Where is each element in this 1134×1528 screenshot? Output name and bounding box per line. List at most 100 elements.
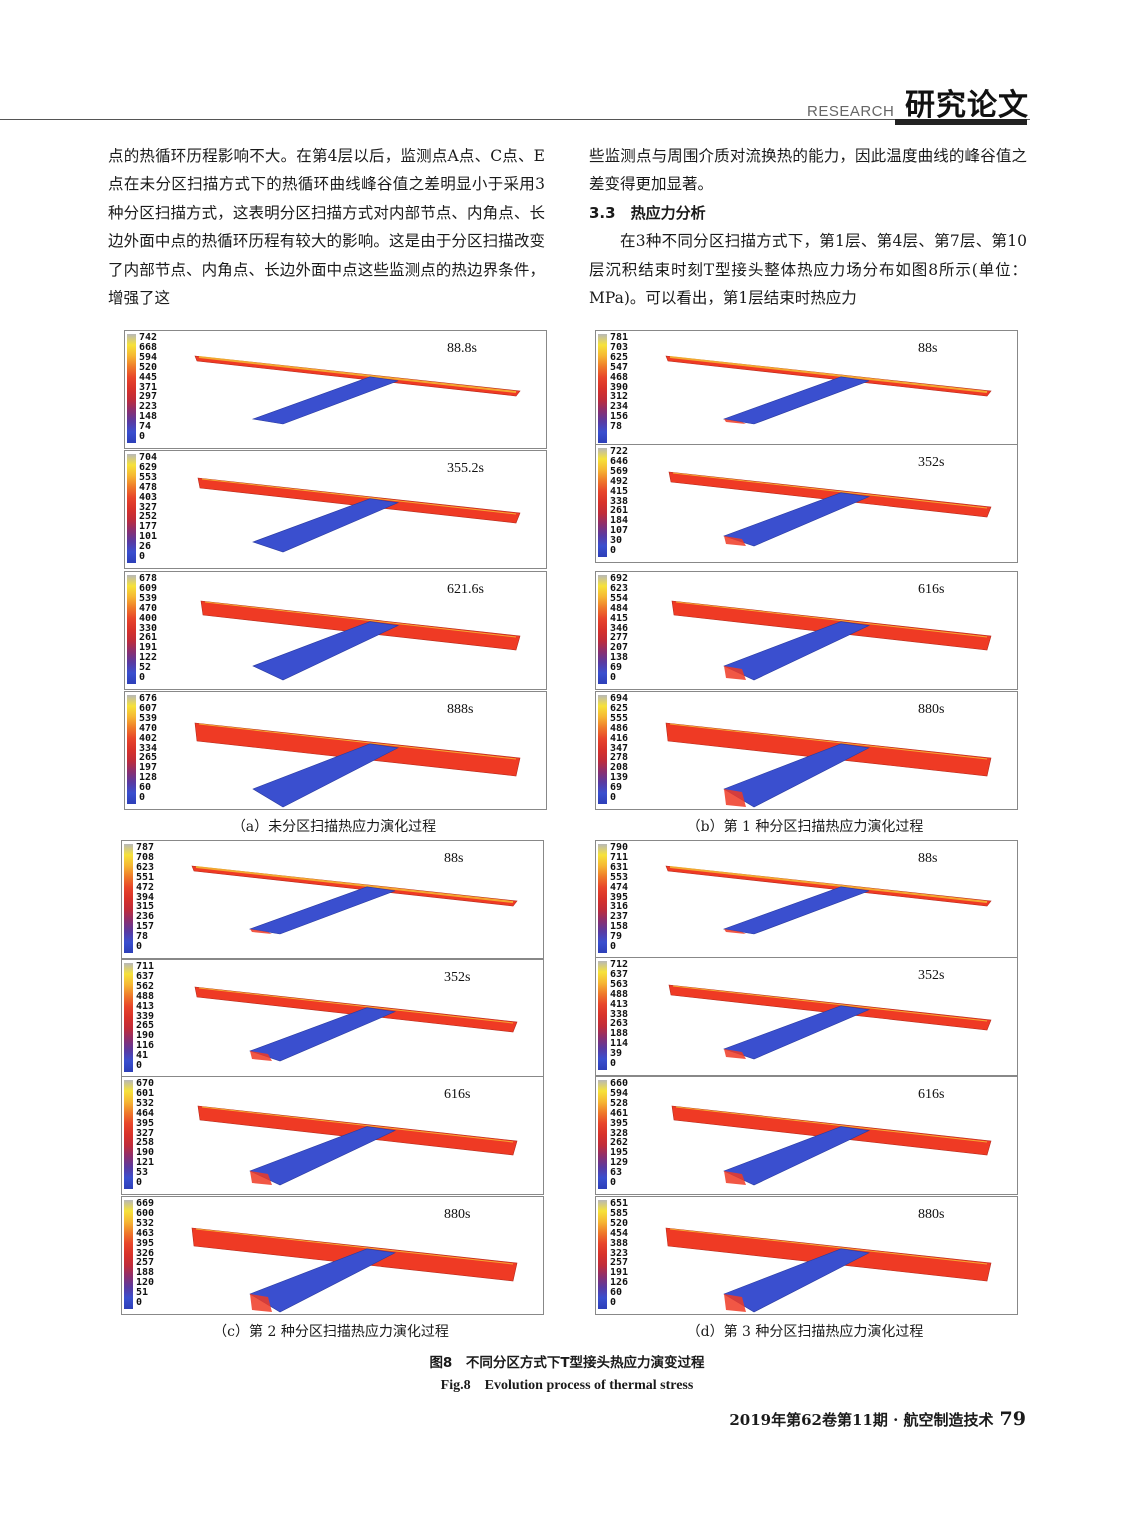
scale-value: 0 bbox=[610, 1297, 617, 1309]
scale-value: 555 bbox=[610, 712, 629, 724]
hot-edge bbox=[198, 723, 517, 760]
stress-panel: 742 668 594 520 445 371 297 223 148 74 0 88.8s bbox=[124, 330, 547, 449]
web-end-hotspot bbox=[724, 1294, 746, 1312]
scale-value: 484 bbox=[610, 602, 629, 614]
scale-value: 585 bbox=[610, 1207, 629, 1219]
t-joint-render bbox=[194, 986, 518, 1062]
scale-value: 122 bbox=[139, 652, 158, 664]
figure-caption-zh: 图8 不同分区方式下T型接头热应力演变过程 bbox=[429, 1355, 705, 1371]
time-label: 88s bbox=[918, 341, 938, 356]
time-label: 621.6s bbox=[447, 582, 484, 597]
scale-value: 402 bbox=[139, 732, 158, 744]
scale-value: 263 bbox=[610, 1018, 629, 1030]
hot-edge bbox=[198, 987, 514, 1024]
scale-value: 0 bbox=[610, 792, 617, 804]
color-scale-bar bbox=[127, 575, 136, 684]
scale-value: 195 bbox=[610, 1147, 629, 1159]
scale-value: 562 bbox=[136, 980, 155, 992]
scale-value: 539 bbox=[139, 712, 158, 724]
scale-value: 74 bbox=[139, 421, 152, 433]
scale-value: 39 bbox=[610, 1048, 623, 1060]
time-label: 355.2s bbox=[447, 461, 484, 476]
scale-value: 188 bbox=[136, 1267, 155, 1279]
scale-value: 51 bbox=[136, 1287, 149, 1299]
scale-value: 464 bbox=[136, 1107, 155, 1119]
scale-value: 265 bbox=[136, 1020, 155, 1032]
scale-value: 191 bbox=[610, 1267, 629, 1279]
scale-value: 708 bbox=[136, 851, 155, 863]
section-heading: 3.3 热应力分析 bbox=[589, 203, 706, 222]
stress-panel: 711 637 562 488 413 339 265 190 116 41 0 352s bbox=[121, 959, 544, 1078]
scale-value: 415 bbox=[610, 612, 629, 624]
stress-panel: 722 646 569 492 415 338 261 184 107 30 0 352s bbox=[595, 444, 1018, 563]
scale-value: 468 bbox=[610, 371, 629, 383]
scale-value: 0 bbox=[139, 551, 146, 563]
scale-value: 394 bbox=[136, 891, 155, 903]
scale-value: 346 bbox=[610, 622, 629, 634]
t-joint-render bbox=[668, 471, 992, 547]
scale-value: 262 bbox=[610, 1137, 629, 1149]
scale-value: 445 bbox=[139, 371, 158, 383]
scale-value: 694 bbox=[610, 693, 629, 704]
web-plate bbox=[252, 498, 400, 553]
section-label-en: RESEARCH bbox=[807, 103, 895, 120]
scale-value: 257 bbox=[136, 1257, 155, 1269]
web-end-hotspot bbox=[724, 419, 746, 424]
hot-edge bbox=[672, 985, 988, 1022]
scale-value: 257 bbox=[610, 1257, 629, 1269]
scale-value: 60 bbox=[610, 1287, 623, 1299]
scale-value: 461 bbox=[610, 1107, 629, 1119]
scale-value: 563 bbox=[610, 978, 629, 990]
hot-edge bbox=[195, 866, 514, 903]
web-plate bbox=[249, 1007, 397, 1062]
scale-value: 297 bbox=[139, 391, 158, 403]
color-scale-bar bbox=[598, 334, 607, 443]
scale-value: 128 bbox=[139, 772, 158, 784]
scale-value: 116 bbox=[136, 1040, 155, 1052]
subfigure-caption: （c）第 2 种分区扫描热应力演化过程 bbox=[213, 1324, 449, 1340]
web-end-hotspot bbox=[724, 1171, 746, 1185]
stress-panel: 660 594 528 461 395 328 262 195 129 63 0 616s bbox=[595, 1076, 1018, 1195]
t-joint-render bbox=[665, 865, 992, 935]
scale-value: 338 bbox=[610, 495, 629, 507]
stress-panel: 678 609 539 470 400 330 261 191 122 52 0 621.6s bbox=[124, 571, 547, 690]
main-flange bbox=[668, 984, 992, 1031]
scale-value: 26 bbox=[139, 541, 152, 553]
scale-value: 637 bbox=[610, 968, 629, 980]
scale-value: 114 bbox=[610, 1038, 629, 1050]
scale-value: 395 bbox=[610, 1117, 629, 1129]
stress-panel: 669 600 532 463 395 326 257 188 120 51 0 880s bbox=[121, 1196, 544, 1315]
figure-caption-en: Fig.8 Evolution process of thermal stres… bbox=[440, 1378, 694, 1393]
scale-value: 338 bbox=[610, 1008, 629, 1020]
scale-value: 625 bbox=[610, 351, 629, 363]
scale-value: 191 bbox=[139, 642, 158, 654]
scale-value: 651 bbox=[610, 1198, 629, 1209]
scale-value: 334 bbox=[139, 742, 158, 754]
scale-value: 138 bbox=[610, 652, 629, 664]
journal-info: 2019年第62卷第11期 · 航空制造技术 bbox=[729, 1411, 994, 1429]
page-number: 79 bbox=[999, 1408, 1026, 1430]
scale-value: 53 bbox=[136, 1167, 149, 1179]
web-plate bbox=[248, 886, 396, 935]
main-flange bbox=[668, 471, 992, 518]
scale-value: 415 bbox=[610, 485, 629, 497]
color-scale-bar bbox=[124, 844, 133, 953]
color-scale-bar bbox=[598, 1080, 607, 1189]
scale-value: 328 bbox=[610, 1127, 629, 1139]
scale-value: 327 bbox=[139, 501, 158, 513]
web-end-hotspot bbox=[724, 1049, 746, 1059]
hot-edge bbox=[195, 1228, 514, 1265]
scale-value: 234 bbox=[610, 401, 629, 413]
scale-value: 0 bbox=[139, 792, 146, 804]
t-joint-render bbox=[671, 600, 992, 681]
web-end-hotspot bbox=[724, 536, 746, 546]
t-joint-render bbox=[191, 865, 518, 935]
scale-value: 278 bbox=[610, 752, 629, 764]
scale-value: 207 bbox=[610, 642, 629, 654]
scale-value: 413 bbox=[136, 1000, 155, 1012]
scale-value: 347 bbox=[610, 742, 629, 754]
time-label: 616s bbox=[918, 1087, 945, 1102]
scale-value: 139 bbox=[610, 772, 629, 784]
subfigure-caption: （b）第 1 种分区扫描热应力演化过程 bbox=[686, 819, 924, 835]
scale-value: 0 bbox=[610, 1058, 617, 1070]
